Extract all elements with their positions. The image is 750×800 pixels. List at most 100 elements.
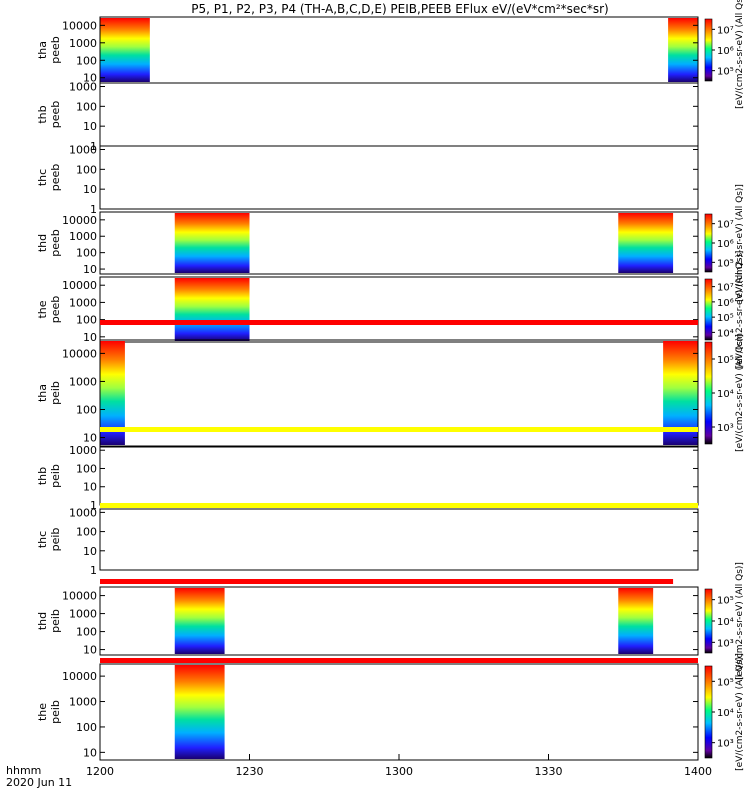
y-label-probe: tha bbox=[36, 384, 49, 402]
colorbar: 10⁵ 10⁶ 10⁷ [eV/(cm2-s-sr-eV) (All Qs)] bbox=[704, 0, 745, 109]
colorbar-tick-label: 10⁶ bbox=[717, 239, 734, 250]
panel-frame bbox=[99, 339, 699, 447]
status-bar bbox=[100, 658, 698, 663]
y-label-probe: thc bbox=[36, 531, 49, 548]
x-label-time: hhmm bbox=[6, 764, 41, 777]
panel-frame bbox=[99, 145, 699, 210]
colorbar-scale bbox=[704, 278, 713, 341]
spectrogram-block bbox=[668, 18, 698, 82]
y-tick-label: 1000 bbox=[69, 296, 97, 309]
y-tick-label: 1000 bbox=[69, 80, 97, 93]
y-tick-label: 10 bbox=[83, 644, 97, 657]
y-tick-label: 10 bbox=[83, 72, 97, 85]
status-bar bbox=[100, 579, 674, 584]
y-label-product: peeb bbox=[49, 296, 62, 324]
chart-title: P5, P1, P2, P3, P4 (TH-A,B,C,D,E) PEIB,P… bbox=[191, 2, 608, 16]
colorbar-tick-label: 10⁶ bbox=[717, 298, 734, 309]
panel-thd-peib: 10 100 1000 10000 thd peib 10³ 10⁴ 10⁵ [eV/(cm2-s… bbox=[36, 562, 745, 680]
panel-the-peeb: 10 100 1000 10000 the peeb 10⁴ 10⁵ 10⁶ 10⁷ [eV/(cm… bbox=[36, 251, 745, 369]
y-tick-label: 1000 bbox=[69, 696, 97, 709]
colorbar-tick-label: 10⁵ bbox=[717, 258, 734, 269]
colorbar: 10³ 10⁴ 10⁵ [eV/(cm2-s-sr-eV) (All Qs)] bbox=[704, 562, 745, 680]
y-tick-label: 10 bbox=[83, 263, 97, 276]
panel-tha-peib: 10 100 1000 10000 tha peib 10³ 10⁴ 10⁵ [eV/(cm2-s… bbox=[36, 334, 745, 452]
y-tick-label: 1000 bbox=[69, 608, 97, 621]
y-tick-label: 100 bbox=[76, 462, 97, 475]
y-tick-label: 100 bbox=[76, 54, 97, 67]
y-label-product: peeb bbox=[49, 36, 62, 64]
y-tick-label: 10000 bbox=[62, 670, 97, 683]
panel-tha-peeb: 10 100 1000 10000 tha peeb 10⁵ 10⁶ 10⁷ [eV/(cm2-s… bbox=[36, 0, 745, 109]
y-tick-label: 10 bbox=[83, 120, 97, 133]
panel-thd-peeb: 10 100 1000 10000 thd peeb 10⁵ 10⁶ 10⁷ [eV/(cm2-s… bbox=[36, 184, 745, 302]
panel-frame bbox=[99, 276, 699, 343]
y-tick-label: 100 bbox=[76, 314, 97, 327]
colorbar-scale bbox=[704, 213, 713, 273]
y-tick-label: 10000 bbox=[62, 347, 97, 360]
y-label-product: peeb bbox=[49, 101, 62, 129]
x-tick-label: 1300 bbox=[385, 765, 413, 778]
colorbar: 10⁵ 10⁶ 10⁷ [eV/(cm2-s-sr-eV) (All Qs)] bbox=[704, 184, 745, 302]
y-label-product: peeb bbox=[49, 164, 62, 192]
colorbar-label: [eV/(cm2-s-sr-eV) (All Qs)] bbox=[735, 0, 745, 109]
y-tick-label: 10 bbox=[83, 432, 97, 445]
panel-frame bbox=[99, 446, 699, 506]
y-tick-label: 1000 bbox=[69, 143, 97, 156]
y-label-probe: thb bbox=[36, 105, 49, 123]
y-label-product: peeb bbox=[49, 229, 62, 257]
time-axis: 1200 1230 1300 1330 1400 bbox=[86, 754, 712, 778]
y-tick-label: 1000 bbox=[69, 506, 97, 519]
y-label-product: peib bbox=[49, 381, 62, 405]
colorbar-tick-label: 10⁷ bbox=[717, 283, 734, 294]
y-tick-label: 10 bbox=[83, 481, 97, 494]
colorbar-tick-label: 10³ bbox=[717, 638, 734, 649]
colorbar-tick-label: 10⁵ bbox=[717, 596, 734, 607]
colorbar-tick-label: 10³ bbox=[717, 739, 734, 750]
colorbar-scale bbox=[704, 665, 713, 759]
y-label-product: peib bbox=[49, 528, 62, 552]
colorbar: 10⁴ 10⁵ 10⁶ 10⁷ [eV/(cm2-s-sr-eV) (All Qs)] bbox=[704, 251, 745, 368]
status-bar bbox=[100, 503, 698, 508]
colorbar-tick-label: 10⁵ bbox=[717, 313, 734, 324]
y-label-probe: thb bbox=[36, 467, 49, 485]
panel-frame bbox=[99, 508, 699, 571]
colorbar-tick-label: 10⁵ bbox=[717, 355, 734, 366]
y-tick-label: 100 bbox=[76, 100, 97, 113]
y-tick-label: 10 bbox=[83, 183, 97, 196]
y-tick-label: 1000 bbox=[69, 230, 97, 243]
panel-thb-peeb: 1 10 100 1000 thb peeb bbox=[36, 80, 699, 153]
y-tick-label: 100 bbox=[76, 403, 97, 416]
y-tick-label: 10000 bbox=[62, 279, 97, 292]
y-tick-label: 1000 bbox=[69, 37, 97, 50]
panel-thb-peib: 1 10 100 1000 thb peib bbox=[36, 444, 699, 512]
colorbar-label: [eV/(cm2-s-sr-eV) (All Qs)] bbox=[735, 184, 745, 302]
y-label-product: peib bbox=[49, 700, 62, 724]
colorbar: 10³ 10⁴ 10⁵ [eV/(cm2-s-sr-eV) (All Qs)] bbox=[704, 334, 745, 452]
panel-frame bbox=[99, 586, 699, 656]
panel-frame bbox=[99, 211, 699, 275]
colorbar-label: [eV/(cm2-s-sr-eV) (All Qs)] bbox=[735, 334, 745, 452]
y-tick-label: 1000 bbox=[69, 444, 97, 457]
colorbar-tick-label: 10⁵ bbox=[717, 67, 734, 78]
y-tick-label: 100 bbox=[76, 163, 97, 176]
y-tick-label: 100 bbox=[76, 721, 97, 734]
y-label-probe: tha bbox=[36, 41, 49, 59]
y-tick-label: 1 bbox=[90, 203, 97, 216]
colorbar-scale bbox=[704, 18, 713, 82]
y-tick-label: 10000 bbox=[62, 214, 97, 227]
x-label-date: 2020 Jun 11 bbox=[6, 776, 72, 789]
y-tick-label: 100 bbox=[76, 526, 97, 539]
colorbar-tick-label: 10⁴ bbox=[717, 617, 734, 628]
spectrogram-block bbox=[174, 213, 250, 273]
colorbar-tick-label: 10⁵ bbox=[717, 677, 734, 688]
spectrogram-block bbox=[618, 213, 674, 273]
panel-thc-peib: 1 10 100 1000 thc peib bbox=[36, 506, 699, 577]
colorbar-tick-label: 10⁴ bbox=[717, 389, 734, 400]
x-tick-label: 1230 bbox=[236, 765, 264, 778]
colorbar-tick-label: 10⁴ bbox=[717, 328, 734, 339]
colorbar-label: [eV/(cm2-s-sr-eV) (All Qs)] bbox=[735, 562, 745, 680]
y-tick-label: 1 bbox=[90, 140, 97, 153]
spectrogram-block bbox=[100, 18, 150, 82]
y-tick-label: 10 bbox=[83, 331, 97, 344]
